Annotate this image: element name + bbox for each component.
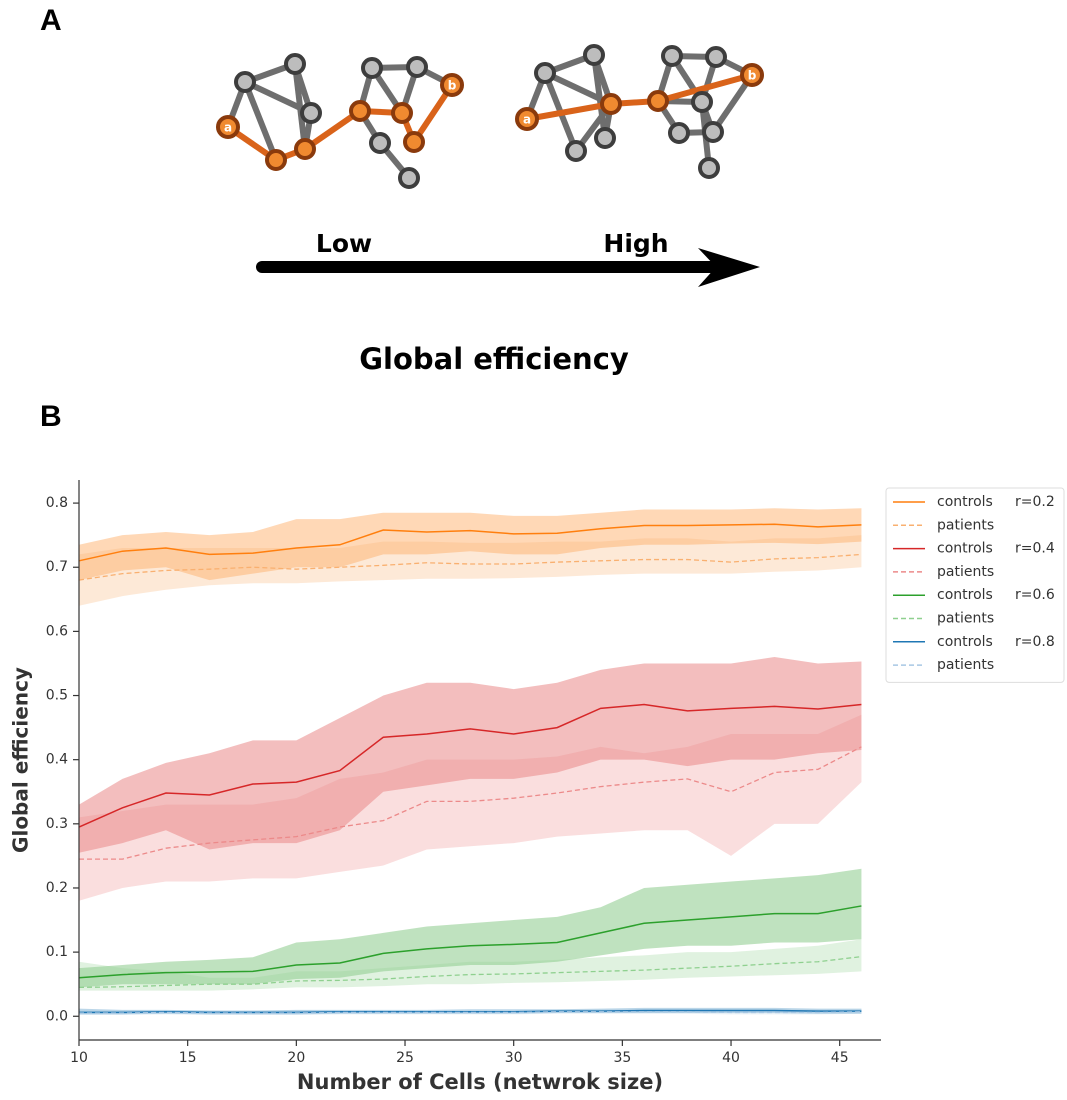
legend-label: controls [937,541,993,557]
confidence-band [79,657,862,853]
node [705,46,727,68]
y-tick-label: 0.7 [46,559,68,575]
legend-label: controls [937,494,993,510]
node [702,121,724,143]
legend-label: patients [937,657,994,673]
node [265,149,287,171]
caption: Global efficiency [359,342,629,376]
y-axis-label: Global efficiency [9,667,33,853]
end-node [740,63,764,87]
series-line [78,553,862,581]
node [668,122,690,144]
node [300,102,322,124]
node [691,91,713,113]
x-tick-label: 45 [831,1050,849,1066]
y-tick-label: 0.4 [46,752,68,768]
y-tick-label: 0.5 [46,688,68,704]
node [349,100,371,122]
node [406,56,428,78]
confidence-band [79,535,862,606]
node [234,71,256,93]
x-axis-label: Number of Cells (netwrok size) [297,1070,663,1094]
node-label: a [523,113,531,127]
legend-label: patients [937,517,994,533]
series-line [78,523,862,562]
path-edge [526,101,612,122]
legend-label: patients [937,611,994,627]
series-line [79,746,862,860]
y-tick-label: 0.6 [46,623,68,639]
node [583,44,605,66]
path-edge [303,108,362,152]
y-tick-label: 0.2 [46,880,68,896]
y-tick-label: 0.1 [46,944,68,960]
y-tick-label: 0.0 [46,1008,68,1024]
confidence-band [79,939,862,991]
node [369,132,391,154]
node [398,167,420,189]
node [594,127,616,149]
edge [292,63,308,150]
legend-group: r=0.8 [1015,634,1055,650]
x-tick-label: 25 [396,1050,414,1066]
end-node [216,115,240,139]
edge [591,54,608,139]
end-node [440,73,464,97]
arrow-head [698,248,760,287]
series-line [78,955,862,989]
node [391,102,413,124]
x-tick-label: 10 [70,1050,88,1066]
node [284,53,306,75]
legend-group: r=0.2 [1015,494,1055,510]
panel-label: A [40,4,62,37]
confidence-band [79,714,862,901]
y-tick-label: 0.8 [46,495,68,511]
node [661,45,683,67]
node [698,157,720,179]
node [565,140,587,162]
edge [242,80,279,162]
legend-label: patients [937,564,994,580]
scale-low: Low [316,229,372,258]
node [647,90,669,112]
series-line [78,703,862,828]
panel-label: B [40,400,62,433]
node-label: b [748,69,757,83]
chart: 0.0 0.1 0.2 0.3 0.4 0.5 0.6 0.7 0.8 10 15 20 25 30 35 4… [9,480,1065,1094]
network-diagram: a b a b [216,44,764,189]
legend-group: r=0.4 [1015,541,1055,557]
legend-label: controls [937,587,993,603]
node [600,93,622,115]
x-tick-label: 40 [722,1050,740,1066]
series-line [79,1011,862,1014]
node-label: b [448,79,457,93]
node [534,62,556,84]
legend-box [885,487,1065,683]
legend-label: controls [937,634,993,650]
scale-high: High [603,229,668,258]
x-tick-label: 30 [505,1050,523,1066]
end-node [515,107,539,131]
x-tick-label: 35 [613,1050,631,1066]
path-edge [657,72,753,104]
confidence-band [79,868,862,988]
node [403,131,425,153]
x-tick-label: 20 [287,1050,305,1066]
series-line [78,905,862,979]
node [361,57,383,79]
x-tick-label: 15 [179,1050,197,1066]
node [294,138,316,160]
y-tick-label: 0.3 [46,816,68,832]
node-label: a [224,121,232,135]
legend-group: r=0.6 [1015,587,1055,603]
